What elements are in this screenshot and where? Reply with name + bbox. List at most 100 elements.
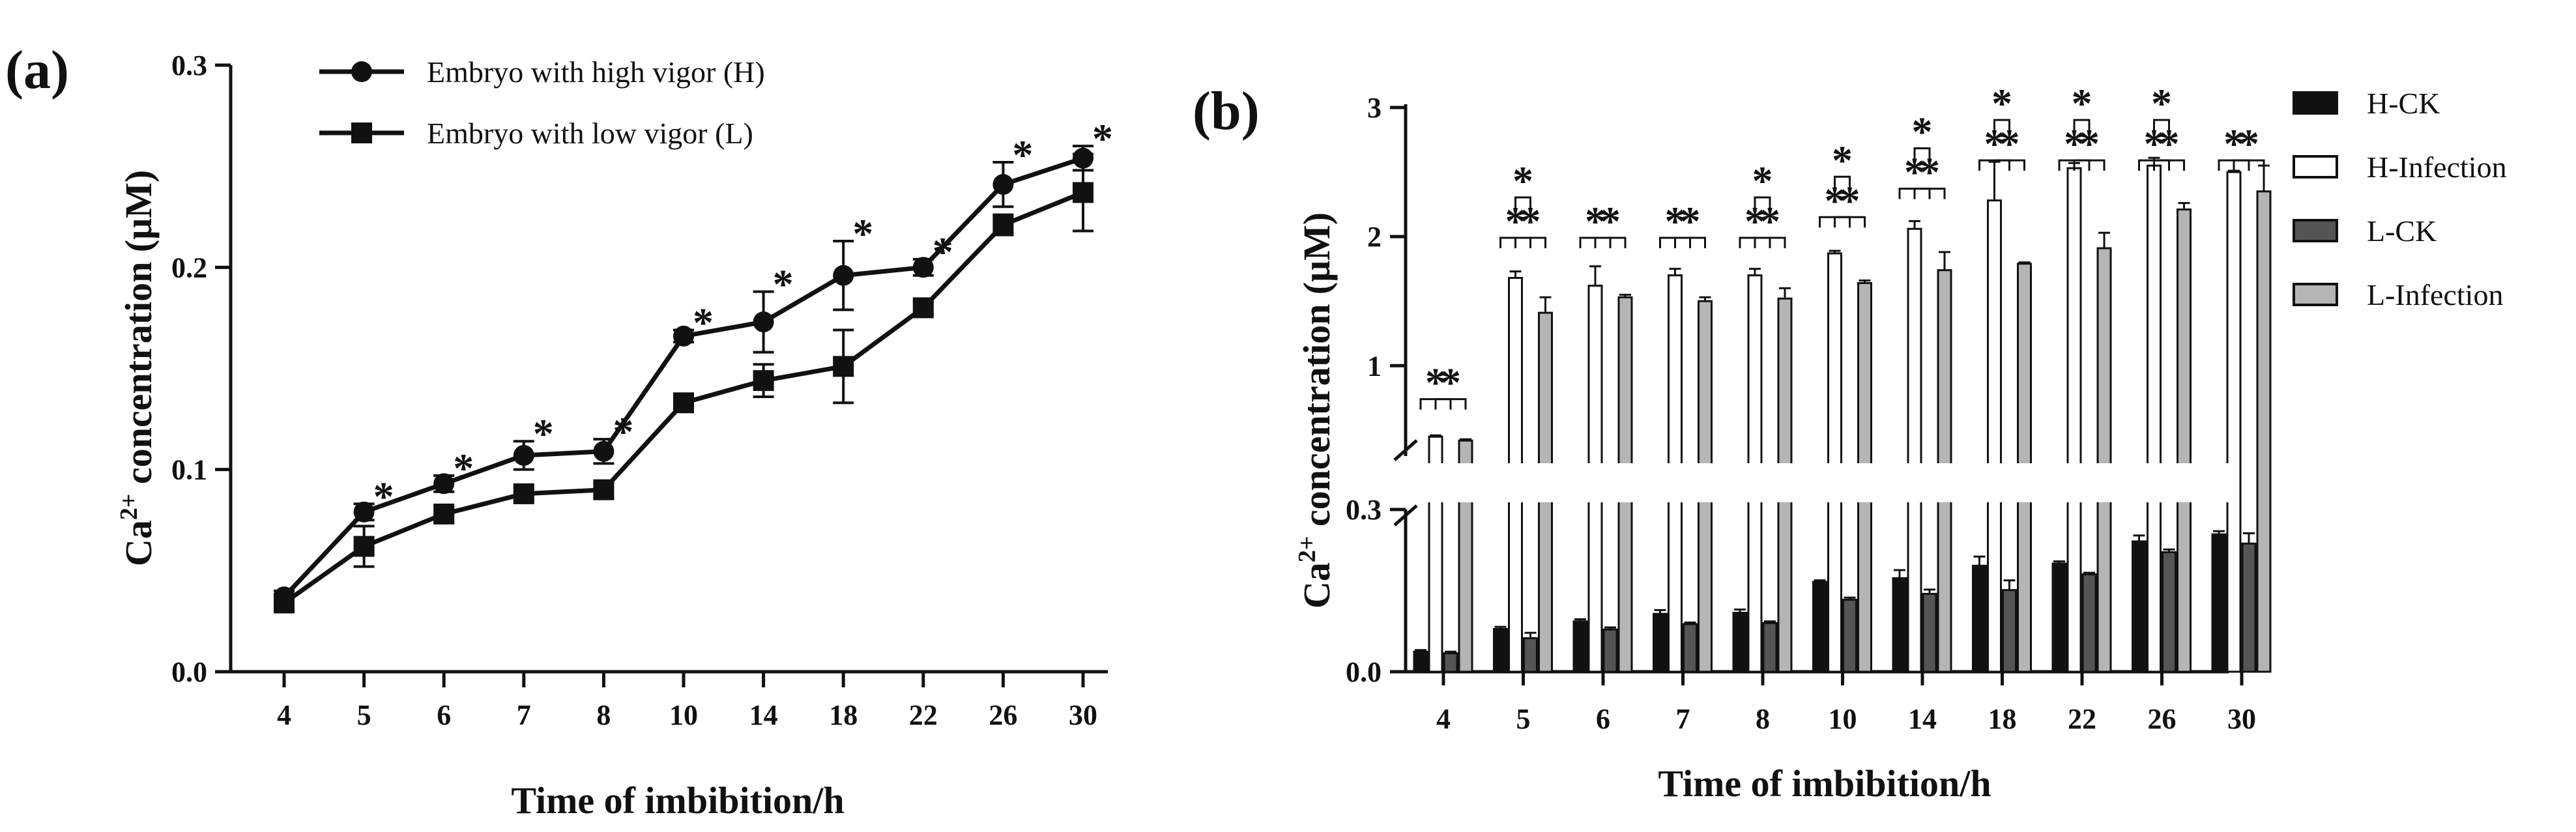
bar-l-ck <box>2081 573 2097 673</box>
bar-h-ck <box>1892 577 1907 673</box>
panel-a: (a) Ca2+ concentration (μM) 0.0 0.1 0.2 0.3… <box>5 40 1113 822</box>
significance-star: * <box>533 410 554 457</box>
bar-h-ck <box>2211 533 2227 673</box>
significance-star: * <box>2072 80 2092 126</box>
x-tick-label: 26 <box>989 699 1017 731</box>
pair-bracket <box>1434 398 1467 410</box>
x-tick-label: 14 <box>1908 703 1937 735</box>
bar-l-infection <box>2256 190 2272 673</box>
bar-l-ck <box>1602 628 1618 673</box>
panel-b-axis-break-mark <box>1393 504 1418 526</box>
x-tick-label: 30 <box>1069 699 1097 731</box>
data-point-square <box>992 214 1014 236</box>
panel-a-ylabel-sup: 2+ <box>115 494 143 521</box>
bar-h-ck <box>1812 581 1827 673</box>
panel-b-x-ticks: 4 5 6 7 8 10 14 18 22 26 30 <box>1436 672 2256 735</box>
legend-swatch-h-infection <box>2293 155 2338 179</box>
bar-h-infection <box>2147 164 2162 673</box>
legend-label-h-ck: H-CK <box>2367 87 2440 120</box>
group-bracket <box>1913 147 1931 162</box>
significance-star: * <box>2223 121 2244 167</box>
panel-a-ylabel-main: Ca <box>117 520 160 566</box>
significance-star: * <box>1012 132 1033 178</box>
legend-swatch-l-ck <box>2293 219 2338 242</box>
bar-h-ck <box>2132 540 2147 673</box>
panel-b-axis-break-mark <box>1393 439 1418 461</box>
x-tick-label: 7 <box>517 699 531 731</box>
panel-a-y-ticks: 0.0 0.1 0.2 0.3 <box>171 50 231 688</box>
pair-bracket <box>1674 237 1706 248</box>
panel-a-x-ticks: 4 5 6 7 8 10 14 18 22 26 30 <box>277 672 1097 731</box>
legend-square-marker <box>351 122 372 143</box>
legend-item-low-vigor: Embryo with low vigor (L) <box>319 117 753 150</box>
panel-a-plot-area: * * * * * * * * * * <box>274 115 1113 614</box>
legend-swatch-h-ck <box>2293 91 2338 115</box>
pair-bracket <box>1834 216 1866 228</box>
x-tick-label: 6 <box>1596 703 1610 735</box>
significance-star: * <box>933 229 953 275</box>
x-tick-label: 10 <box>669 699 698 731</box>
panel-a-y-title: Ca2+ concentration (μM) <box>115 170 160 566</box>
x-tick-label: 6 <box>437 699 451 731</box>
bar-l-ck <box>1443 652 1458 673</box>
significance-star: * <box>1912 109 1933 155</box>
y-tick-label: 1 <box>1367 350 1382 382</box>
bar-l-ck <box>2162 551 2177 673</box>
pair-bracket <box>1993 159 2025 171</box>
y-tick-label: 2 <box>1367 221 1382 253</box>
data-point-square <box>433 503 455 524</box>
bar-h-ck <box>2051 562 2067 673</box>
bar-h-ck <box>1653 612 1668 673</box>
data-point-circle <box>833 265 854 286</box>
data-point-square <box>353 536 375 557</box>
x-tick-label: 14 <box>749 699 778 731</box>
data-point-circle <box>912 257 934 278</box>
significance-star: * <box>693 300 714 346</box>
data-point-square <box>513 483 534 504</box>
significance-star: * <box>1600 198 1621 244</box>
pair-bracket <box>1594 237 1627 248</box>
bar-h-ck <box>1413 650 1428 673</box>
bar-h-infection <box>1987 199 2002 673</box>
significance-star: * <box>773 261 794 308</box>
significance-star: * <box>453 445 474 491</box>
significance-star: * <box>852 210 873 257</box>
panel-b-ylabel-main: Ca <box>1295 562 1338 609</box>
y-tick-label: 3 <box>1367 92 1382 124</box>
data-point-circle <box>353 501 375 523</box>
data-point-square <box>673 392 694 414</box>
x-tick-label: 26 <box>2148 703 2177 735</box>
x-tick-label: 22 <box>909 699 938 731</box>
x-tick-label: 7 <box>1676 703 1690 735</box>
bar-h-ck <box>1972 564 1987 673</box>
bar-l-ck <box>2241 542 2257 673</box>
y-tick-label: 0.1 <box>171 454 207 486</box>
bar-h-ck <box>1732 612 1748 673</box>
x-tick-label: 22 <box>2068 703 2096 735</box>
bar-l-ck <box>2002 589 2017 673</box>
significance-star: * <box>1832 137 1853 183</box>
bar-h-ck <box>1572 620 1588 673</box>
legend-label-l-ck: L-CK <box>2367 214 2437 248</box>
bar-l-infection <box>2177 208 2192 673</box>
bar-l-ck <box>1842 599 1857 673</box>
pair-bracket <box>2233 159 2265 171</box>
significance-star: * <box>373 473 394 519</box>
significance-star: * <box>2238 121 2259 167</box>
significance-star: * <box>1440 360 1461 406</box>
bar-l-ck <box>1922 592 1937 673</box>
group-bracket <box>1754 196 1771 210</box>
panel-a-legend: Embryo with high vigor (H) Embryo with l… <box>319 55 765 150</box>
y-tick-label: 0.3 <box>171 50 207 81</box>
x-tick-label: 4 <box>277 699 291 731</box>
axis-break-gap <box>1409 463 2230 502</box>
panel-b-legend: H-CK H-Infection L-CK L-Infection <box>2293 87 2507 311</box>
group-bracket <box>2153 119 2170 134</box>
data-point-square <box>833 356 854 377</box>
x-tick-label: 5 <box>1516 703 1531 735</box>
pair-bracket <box>2073 159 2106 171</box>
bar-h-infection <box>1907 227 1922 673</box>
significance-star: * <box>2151 80 2172 126</box>
panel-a-label: (a) <box>5 40 69 100</box>
panel-b-y-ticks: 0.0 0.3 1 2 3 <box>1346 92 1406 688</box>
